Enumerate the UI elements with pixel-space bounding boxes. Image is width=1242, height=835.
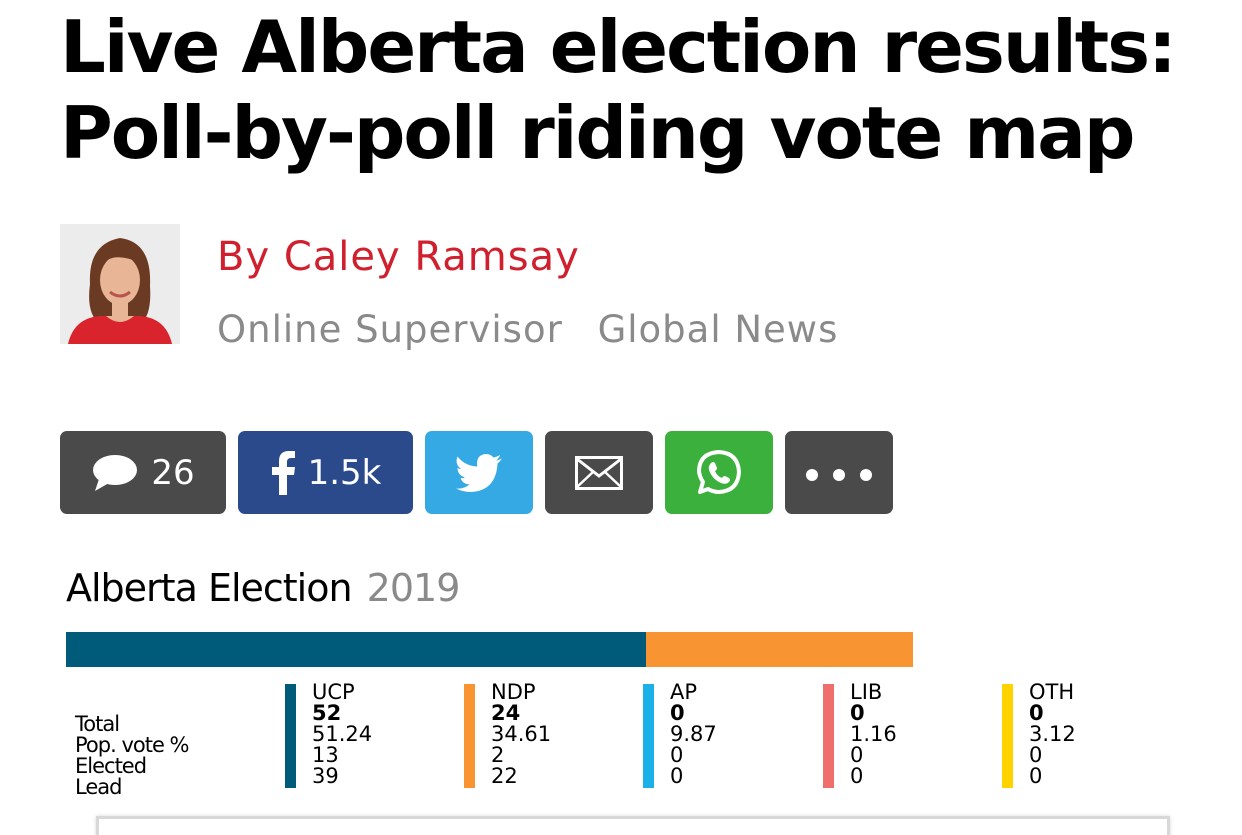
seat-segment-ndp: [645, 632, 914, 667]
party-lead: 0: [670, 764, 684, 788]
author-role: Online Supervisor Global News: [217, 308, 838, 351]
party-total-seats: 0: [850, 701, 865, 725]
party-total-seats: 0: [670, 701, 685, 725]
party-pop-vote: 3.12: [1029, 722, 1076, 746]
party-abbr: NDP: [491, 680, 536, 704]
author-title: Online Supervisor: [217, 308, 563, 351]
party-abbr: OTH: [1029, 680, 1075, 704]
row-label-pop-vote: Pop. vote %: [75, 733, 190, 757]
party-elected: 0: [670, 743, 684, 767]
row-label-lead: Lead: [75, 775, 122, 799]
party-lead: 39: [312, 764, 339, 788]
email-share-button[interactable]: [545, 431, 653, 514]
row-label-elected: Elected: [75, 754, 147, 778]
party-lead: 22: [491, 764, 518, 788]
more-icon: [804, 465, 874, 481]
facebook-icon: [270, 450, 296, 495]
party-abbr: LIB: [850, 680, 883, 704]
party-abbr: UCP: [312, 680, 355, 704]
party-total-seats: 52: [312, 701, 342, 725]
election-title-text: Alberta Election: [66, 566, 353, 610]
more-share-button[interactable]: [785, 431, 893, 514]
facebook-count: 1.5k: [307, 452, 382, 493]
party-abbr: AP: [670, 680, 698, 704]
riding-map-frame[interactable]: [96, 816, 1170, 835]
row-label-total: Total: [75, 712, 120, 736]
party-total-seats: 24: [491, 701, 521, 725]
party-elected: 2: [491, 743, 505, 767]
facebook-share-button[interactable]: 1.5k: [238, 431, 413, 514]
whatsapp-icon: [694, 448, 744, 498]
party-elected: 0: [1029, 743, 1043, 767]
seat-share-bar: [66, 632, 1036, 667]
twitter-share-button[interactable]: [425, 431, 533, 514]
election-widget-title: Alberta Election 2019: [66, 566, 461, 610]
email-icon: [575, 455, 623, 490]
comment-icon: [91, 453, 139, 493]
author-avatar[interactable]: [60, 224, 180, 344]
author-byline[interactable]: By Caley Ramsay: [217, 234, 580, 280]
seat-segment-ucp: [66, 632, 646, 667]
party-total-seats: 0: [1029, 701, 1044, 725]
results-row-labels: Total Pop. vote % Elected Lead: [75, 712, 190, 799]
party-pop-vote: 9.87: [670, 722, 717, 746]
election-year: 2019: [366, 566, 461, 610]
comments-count: 26: [151, 452, 195, 493]
author-org: Global News: [597, 308, 839, 351]
party-lead: 0: [850, 764, 864, 788]
party-pop-vote: 34.61: [491, 722, 552, 746]
party-pop-vote: 1.16: [850, 722, 897, 746]
party-elected: 0: [850, 743, 864, 767]
party-color-stripe: [464, 684, 475, 788]
party-pop-vote: 51.24: [312, 722, 373, 746]
comments-button[interactable]: 26: [60, 431, 226, 514]
party-color-stripe: [285, 684, 296, 788]
twitter-icon: [456, 453, 502, 492]
party-color-stripe: [643, 684, 654, 788]
party-lead: 0: [1029, 764, 1043, 788]
article-headline: Live Alberta election results: Poll-by-p…: [60, 5, 1177, 175]
author-photo: [60, 224, 180, 344]
party-color-stripe: [823, 684, 834, 788]
party-color-stripe: [1002, 684, 1013, 788]
party-elected: 13: [312, 743, 339, 767]
whatsapp-share-button[interactable]: [665, 431, 773, 514]
